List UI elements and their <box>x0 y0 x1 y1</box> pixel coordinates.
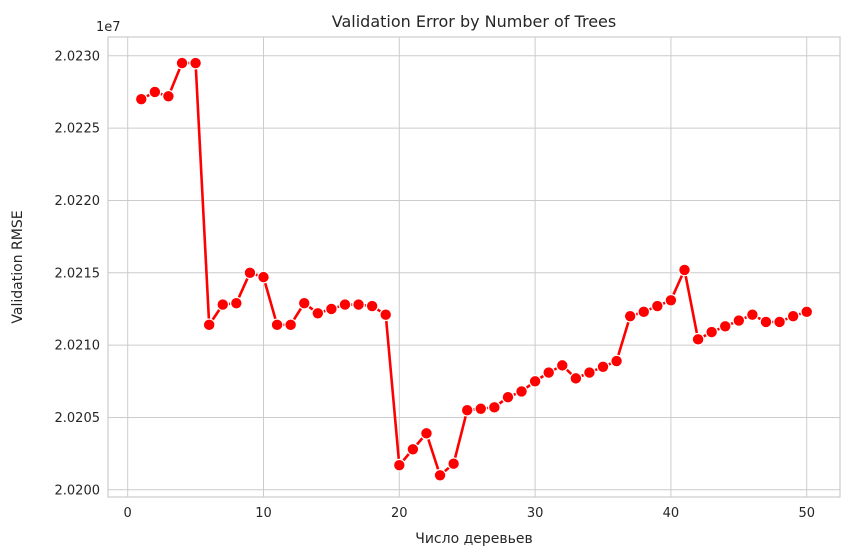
data-point <box>637 305 651 319</box>
data-point <box>243 266 257 280</box>
x-tick-label: 40 <box>663 506 680 521</box>
data-point <box>460 403 474 417</box>
chart-title: Validation Error by Number of Trees <box>332 12 616 31</box>
data-point <box>202 318 216 332</box>
x-tick-label: 50 <box>798 506 815 521</box>
data-point <box>718 319 732 333</box>
x-axis-ticks: 0 10 20 30 40 50 <box>124 506 815 521</box>
grid <box>108 37 840 497</box>
y-tick-label: 2.0200 <box>55 483 101 498</box>
data-point <box>515 385 528 398</box>
data-point <box>705 325 719 339</box>
data-point <box>420 426 433 440</box>
data-point <box>528 374 542 388</box>
data-point <box>216 298 230 312</box>
data-point <box>325 302 338 316</box>
data-point <box>501 390 515 404</box>
data-point <box>189 56 202 70</box>
y-tick-label: 2.0220 <box>55 194 101 209</box>
data-point <box>678 263 691 277</box>
data-point <box>650 299 664 313</box>
data-point <box>487 400 501 414</box>
x-axis-label: Число деревьев <box>415 531 533 547</box>
data-point <box>474 402 488 416</box>
data-point <box>786 309 800 323</box>
data-point <box>664 293 678 307</box>
data-point <box>365 299 379 313</box>
data-point <box>338 298 352 312</box>
y-tick-label: 2.0210 <box>55 339 101 354</box>
data-point <box>732 314 746 327</box>
data-point <box>773 315 786 329</box>
data-point <box>352 298 365 312</box>
data-point <box>379 308 393 322</box>
data-point <box>270 318 284 332</box>
data-points <box>134 56 814 482</box>
data-point <box>311 306 325 320</box>
data-point <box>257 270 270 284</box>
plot-frame <box>107 36 841 498</box>
data-point <box>447 457 461 471</box>
data-point <box>542 366 556 379</box>
x-tick-label: 20 <box>391 506 408 521</box>
data-point <box>691 332 705 346</box>
data-point <box>569 371 583 385</box>
data-point <box>623 309 637 323</box>
data-point <box>229 296 243 310</box>
data-point <box>297 296 311 310</box>
data-point <box>555 358 569 372</box>
y-tick-label: 2.0225 <box>55 122 101 137</box>
y-tick-label: 2.0230 <box>55 49 101 64</box>
data-point <box>596 360 610 374</box>
data-point <box>583 366 596 379</box>
x-tick-label: 30 <box>527 506 544 521</box>
data-point <box>610 354 623 368</box>
data-point <box>746 308 759 322</box>
data-point <box>392 458 406 472</box>
data-point <box>800 305 814 319</box>
data-point <box>433 468 447 482</box>
data-point <box>759 315 773 329</box>
data-point <box>134 92 148 106</box>
data-point <box>162 89 175 103</box>
x-tick-label: 10 <box>255 506 272 521</box>
y-tick-label: 2.0215 <box>55 266 101 281</box>
data-point <box>148 85 162 99</box>
y-tick-label: 2.0205 <box>55 411 101 426</box>
y-offset-text: 1e7 <box>96 20 121 35</box>
data-point <box>175 56 189 70</box>
data-point <box>406 442 420 456</box>
plot-area <box>108 37 840 497</box>
data-point <box>284 318 298 332</box>
x-tick-label: 0 <box>124 506 132 521</box>
y-axis-label: Validation RMSE <box>10 210 26 323</box>
y-axis-ticks: 2.0200 2.0205 2.0210 2.0215 2.0220 2.0225 2.02… <box>55 49 101 498</box>
